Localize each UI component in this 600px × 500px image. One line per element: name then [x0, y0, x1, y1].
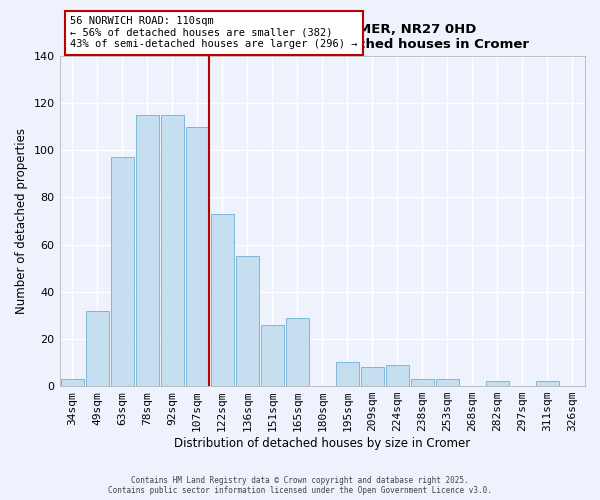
Bar: [61, 379, 83, 386]
Bar: [110, 158, 134, 386]
Bar: [185, 126, 209, 386]
Bar: [486, 382, 509, 386]
Bar: [386, 365, 409, 386]
Bar: [411, 379, 434, 386]
Bar: [361, 367, 384, 386]
Bar: [236, 256, 259, 386]
Bar: [261, 325, 284, 386]
Title: 56, NORWICH ROAD, CROMER, NR27 0HD
Size of property relative to detached houses : 56, NORWICH ROAD, CROMER, NR27 0HD Size …: [116, 22, 529, 50]
Bar: [136, 115, 158, 386]
Bar: [536, 382, 559, 386]
Y-axis label: Number of detached properties: Number of detached properties: [15, 128, 28, 314]
Text: Contains HM Land Registry data © Crown copyright and database right 2025.
Contai: Contains HM Land Registry data © Crown c…: [108, 476, 492, 495]
Bar: [436, 379, 459, 386]
Bar: [336, 362, 359, 386]
Bar: [86, 310, 109, 386]
Bar: [286, 318, 309, 386]
Bar: [211, 214, 233, 386]
Text: 56 NORWICH ROAD: 110sqm
← 56% of detached houses are smaller (382)
43% of semi-d: 56 NORWICH ROAD: 110sqm ← 56% of detache…: [70, 16, 358, 50]
X-axis label: Distribution of detached houses by size in Cromer: Distribution of detached houses by size …: [174, 437, 470, 450]
Bar: [161, 115, 184, 386]
